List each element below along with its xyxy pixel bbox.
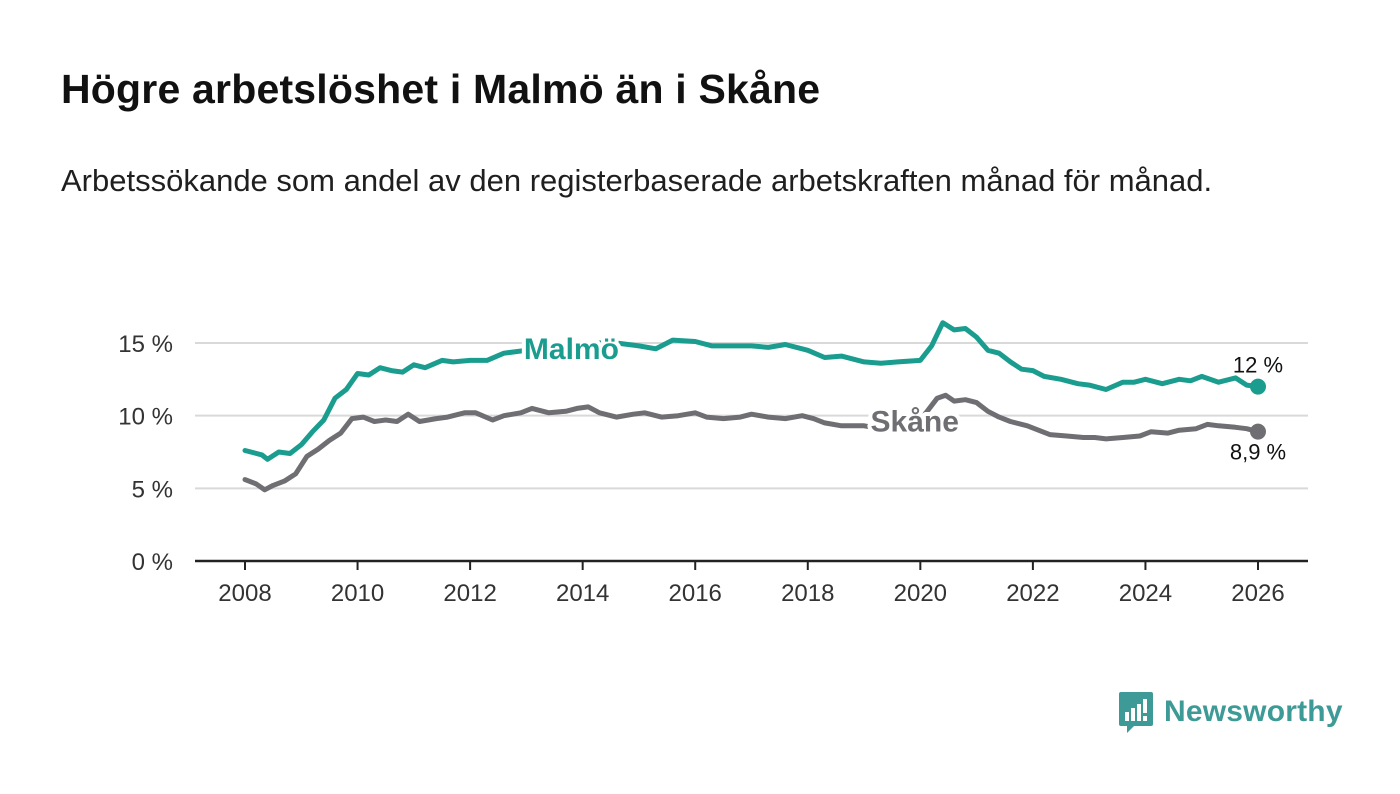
series-lines [242,320,1266,493]
end-label-malmo: 12 % [1233,353,1283,378]
x-tick-label-2014: 2014 [556,580,609,607]
y-tick-label-10: 10 % [118,404,173,431]
series-end-point-skåne [1250,423,1266,440]
x-tick-label-2020: 2020 [894,580,947,607]
series-label-malmo: Malmö [524,333,619,366]
brand[interactable]: Newsworthy [1118,690,1343,734]
y-tick-label-15: 15 % [118,331,173,358]
series-labels: Malmö Skåne 12 % 8,9 % [520,329,1286,465]
chart-subtitle: Arbetssökande som andel av den registerb… [61,163,1213,198]
y-axis-ticks: 0 % 5 % 10 % 15 % [118,331,173,576]
y-tick-label-5: 5 % [132,476,173,503]
x-tick-label-2008: 2008 [218,580,271,607]
brand-name: Newsworthy [1164,695,1343,728]
series-line-malmö [242,320,1261,462]
x-tick-label-2012: 2012 [443,580,496,607]
series-line-skåne [242,392,1261,493]
newsworthy-logo-icon [1119,692,1153,733]
x-tick-label-2010: 2010 [331,580,384,607]
x-tick-label-2016: 2016 [669,580,722,607]
y-tick-label-0: 0 % [132,549,173,576]
chart-title: Högre arbetslöshet i Malmö än i Skåne [61,66,821,112]
x-axis-ticks: 2008 2010 2012 2014 2016 2018 2020 2022 2024 2026 [218,561,1285,607]
x-tick-label-2018: 2018 [781,580,834,607]
end-label-skane: 8,9 % [1230,440,1286,465]
x-tick-label-2022: 2022 [1006,580,1059,607]
x-tick-label-2024: 2024 [1119,580,1172,607]
series-label-skane: Skåne [871,405,959,438]
x-tick-label-2026: 2026 [1231,580,1284,607]
series-end-point-malmö [1250,378,1266,395]
